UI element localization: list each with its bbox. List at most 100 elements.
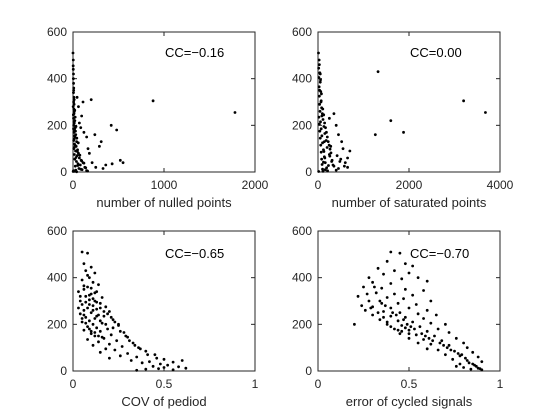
data-point [434, 313, 438, 317]
data-point [140, 361, 144, 365]
data-point [471, 350, 475, 354]
data-point [86, 285, 89, 289]
data-point [323, 168, 327, 172]
data-point [444, 353, 447, 357]
data-point [75, 150, 79, 153]
data-point [72, 98, 76, 102]
data-point [440, 339, 444, 343]
x-tick-label: 1 [252, 377, 259, 391]
data-point [72, 153, 76, 156]
data-point [91, 297, 95, 301]
y-tick-label: 0 [60, 165, 67, 179]
data-point [407, 306, 411, 310]
data-point [77, 121, 81, 125]
data-point [460, 353, 464, 357]
data-point [318, 102, 321, 106]
data-point [95, 314, 99, 318]
data-point [104, 347, 108, 351]
data-point [425, 308, 429, 312]
data-point [363, 308, 367, 312]
data-point [325, 130, 328, 134]
data-point [326, 169, 329, 173]
data-point [72, 81, 75, 85]
data-point [166, 363, 170, 367]
data-point [91, 304, 95, 308]
data-point [113, 348, 117, 352]
data-point [80, 159, 84, 163]
ticks: 0 2000 4000 0 200 400 600 [292, 25, 514, 192]
data-point [337, 133, 340, 137]
data-point [423, 334, 427, 338]
data-point [80, 303, 84, 306]
data-point [84, 294, 88, 298]
data-point [84, 269, 88, 273]
data-point [86, 325, 89, 329]
ticks: 0 0.5 1 0 200 400 600 [292, 224, 504, 391]
data-point [447, 343, 451, 347]
data-point [113, 320, 117, 324]
data-point [85, 135, 89, 139]
data-point [321, 169, 325, 173]
data-point [108, 356, 111, 360]
scatter-points [317, 51, 487, 173]
data-point [76, 164, 80, 167]
data-point [87, 319, 91, 323]
data-point [398, 251, 402, 255]
data-point [78, 299, 82, 303]
subplot-nulled-points: 0 1000 2000 0 200 400 600 CC=−0.16 number of n… [47, 25, 269, 210]
data-point [398, 332, 402, 336]
data-point [402, 318, 405, 322]
data-point [341, 147, 345, 151]
y-tick-label: 600 [292, 224, 312, 238]
x-tick-label: 2000 [396, 178, 423, 192]
data-point [319, 78, 322, 82]
data-point [442, 343, 445, 347]
data-point [322, 140, 326, 144]
data-point [100, 296, 104, 299]
data-point [462, 366, 465, 369]
data-point [71, 170, 75, 173]
data-point [317, 170, 321, 173]
data-point [102, 314, 106, 318]
data-point [86, 147, 90, 151]
data-point [353, 322, 356, 326]
axes-box [72, 31, 256, 173]
data-point [411, 264, 415, 268]
data-point [74, 125, 78, 128]
data-point [75, 136, 79, 140]
data-point [342, 164, 346, 168]
correlation-annotation: CC=−0.16 [165, 45, 224, 60]
data-point [86, 273, 89, 277]
y-tick-label: 200 [292, 317, 312, 331]
data-point [89, 98, 93, 102]
data-point [118, 329, 122, 333]
data-point [72, 95, 76, 99]
data-point [79, 126, 83, 130]
data-point [334, 123, 338, 127]
data-point [75, 95, 79, 99]
data-point [78, 163, 82, 167]
data-point [323, 121, 326, 125]
data-point [72, 88, 76, 92]
data-point [425, 279, 429, 283]
y-tick-label: 200 [47, 317, 67, 331]
data-point [89, 332, 93, 336]
data-point [427, 336, 431, 340]
data-point [79, 167, 83, 171]
data-point [453, 349, 456, 353]
subplot-cycled-error: 0 0.5 1 0 200 400 600 CC=−0.70 error of cycled… [292, 224, 504, 409]
data-point [118, 354, 122, 358]
data-point [429, 342, 433, 346]
data-point [416, 341, 420, 345]
data-point [78, 312, 82, 316]
data-point [323, 156, 327, 160]
data-point [484, 111, 487, 114]
data-point [93, 271, 97, 275]
x-tick-label: 1 [497, 377, 504, 391]
data-point [325, 146, 329, 149]
data-point [87, 276, 91, 280]
data-point [109, 123, 113, 127]
data-point [317, 115, 321, 119]
data-point [89, 286, 93, 290]
